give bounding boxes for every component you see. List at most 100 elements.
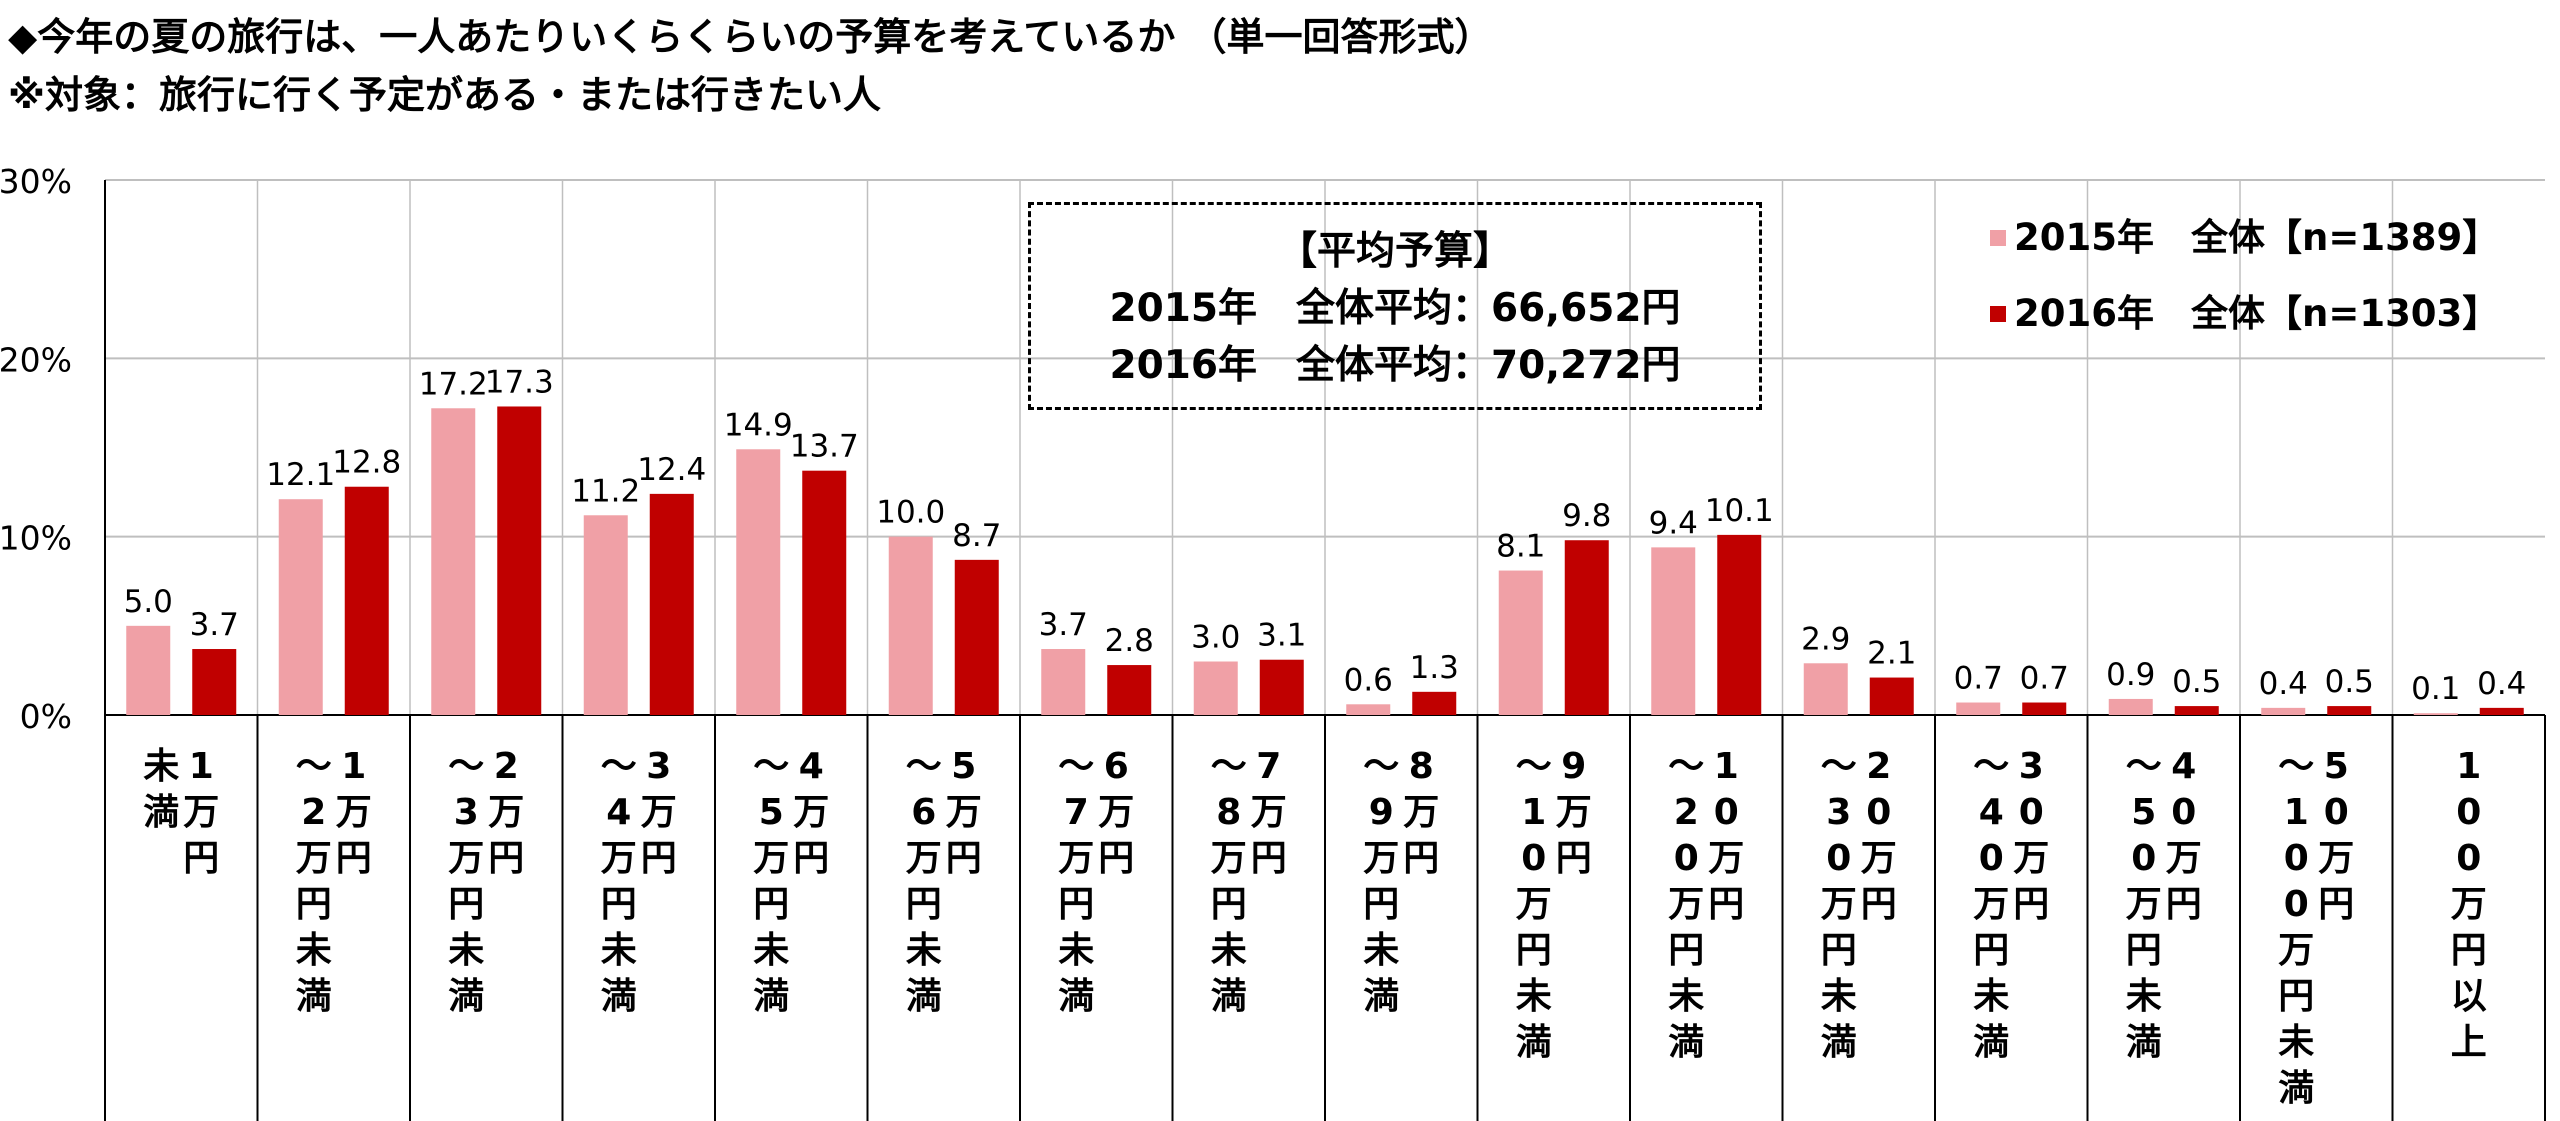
data-label: 1.3: [1410, 650, 1459, 686]
x-category-label-char: 円: [2013, 884, 2049, 925]
x-category-label-char: 5: [2131, 792, 2156, 833]
x-category-label-char: 未: [1363, 930, 1399, 971]
x-category-label-char: 満: [143, 792, 179, 833]
bar-2015: [888, 536, 933, 715]
x-category-label-char: 未: [1058, 930, 1094, 971]
chart-title: ◆今年の夏の旅行は、一人あたりいくらくらいの予算を考えているか （単一回答形式）…: [8, 8, 1493, 124]
x-category-label-char: 未: [1668, 976, 1704, 1017]
x-category-label-char: 6: [1104, 746, 1129, 787]
x-category-label-char: 万: [183, 792, 219, 833]
bar-2016: [2327, 706, 2372, 715]
x-category-label-char: 0: [2456, 792, 2481, 833]
x-category-label-char: 万: [906, 838, 942, 879]
x-category-label-char: 4: [606, 792, 631, 833]
data-label: 12.8: [332, 445, 401, 481]
average-2016: 2016年 全体平均：70,272円: [1109, 343, 1681, 388]
x-category-label-char: 9: [1561, 746, 1586, 787]
bar-2016: [649, 493, 694, 715]
x-category-label-char: 満: [1058, 976, 1094, 1017]
bar-2016: [2022, 702, 2067, 715]
x-category-label-char: 万: [1251, 792, 1287, 833]
data-label: 11.2: [571, 473, 640, 509]
data-label: 0.5: [2325, 664, 2374, 700]
x-category-label-char: 0: [2171, 792, 2196, 833]
x-category-label-char: ～: [1973, 746, 2009, 787]
bar-2015: [126, 625, 171, 715]
x-category-label-char: 未: [601, 930, 637, 971]
x-category-label-char: 万: [1363, 838, 1399, 879]
bar-2015: [2108, 698, 2153, 715]
x-category-label-char: 1: [2284, 792, 2309, 833]
x-category-label-char: 5: [2324, 746, 2349, 787]
y-tick-label: 20%: [0, 340, 72, 379]
x-category-label-char: 万: [1403, 792, 1439, 833]
x-category-label-char: 0: [1866, 792, 1891, 833]
data-label: 8.7: [952, 518, 1001, 554]
data-label: 2.8: [1105, 623, 1154, 659]
y-tick-label: 0%: [20, 697, 72, 736]
data-label: 8.1: [1496, 529, 1545, 565]
bar-2016: [802, 470, 847, 715]
x-category-label-char: 0: [1826, 838, 1851, 879]
x-category-label-char: 0: [1674, 838, 1699, 879]
x-category-label-char: 円: [793, 838, 829, 879]
data-label: 2.1: [1867, 636, 1916, 672]
x-category-label-char: ～: [2278, 746, 2314, 787]
x-category-label-char: 0: [2131, 838, 2156, 879]
data-label: 3.1: [1257, 618, 1306, 654]
x-category-label-char: 1: [189, 746, 214, 787]
bar-2016: [1869, 677, 1914, 715]
x-category-label-char: 円: [1973, 930, 2009, 971]
x-category-label-char: 円: [1668, 930, 1704, 971]
x-category-label-char: 満: [601, 976, 637, 1017]
x-category-label-char: ～: [753, 746, 789, 787]
legend-swatch-2015: [1990, 230, 2006, 246]
x-category-label-char: 未: [1516, 976, 1552, 1017]
x-category-label-char: 3: [1826, 792, 1851, 833]
x-category-label-char: 未: [2126, 976, 2162, 1017]
bar-2016: [1259, 659, 1304, 715]
bar-2015: [1041, 649, 1086, 715]
x-category-label-char: 万: [2451, 884, 2487, 925]
x-category-label-char: 万: [601, 838, 637, 879]
x-category-label-char: 0: [2456, 838, 2481, 879]
x-category-label-char: 9: [1369, 792, 1394, 833]
x-category-label-char: 円: [1708, 884, 1744, 925]
chart-legend: 2015年 全体【n=1389】 2016年 全体【n=1303】: [1990, 200, 2499, 352]
x-category-label-char: 8: [1409, 746, 1434, 787]
bar-2015: [583, 515, 628, 715]
x-category-label-char: 円: [296, 884, 332, 925]
x-category-label-char: 満: [2126, 1022, 2162, 1063]
data-label: 3.7: [1039, 607, 1088, 643]
x-category-label-char: 円: [1251, 838, 1287, 879]
bar-2016: [1564, 540, 1609, 715]
y-tick-label: 10%: [0, 519, 72, 558]
x-category-label-char: ～: [1211, 746, 1247, 787]
x-category-label-char: ～: [1516, 746, 1552, 787]
x-category-label-char: 未: [1821, 976, 1857, 1017]
data-label: 3.0: [1191, 620, 1240, 656]
x-category-label-char: 2: [301, 792, 326, 833]
x-category-label-char: 0: [1979, 838, 2004, 879]
x-category-label-char: 万: [1516, 884, 1552, 925]
x-category-label-char: ～: [1363, 746, 1399, 787]
x-category-label-char: 万: [753, 838, 789, 879]
data-label: 0.7: [1954, 661, 2003, 697]
x-category-label-char: 万: [2166, 838, 2202, 879]
x-category-label-char: 2: [1866, 746, 1891, 787]
x-category-label-char: 4: [2171, 746, 2196, 787]
x-category-label-char: 万: [2013, 838, 2049, 879]
x-category-label-char: 円: [1821, 930, 1857, 971]
x-category-label-char: 万: [2278, 930, 2314, 971]
x-category-label-char: 円: [641, 838, 677, 879]
bar-2016: [2479, 707, 2524, 715]
x-category-label-char: 円: [753, 884, 789, 925]
x-category-label-char: 満: [448, 976, 484, 1017]
x-category-label-char: 満: [753, 976, 789, 1017]
bar-2016: [954, 559, 999, 715]
bar-2016: [2174, 706, 2219, 715]
x-category-label-char: 円: [946, 838, 982, 879]
x-category-label-char: ～: [1821, 746, 1857, 787]
x-category-label-char: 1: [341, 746, 366, 787]
